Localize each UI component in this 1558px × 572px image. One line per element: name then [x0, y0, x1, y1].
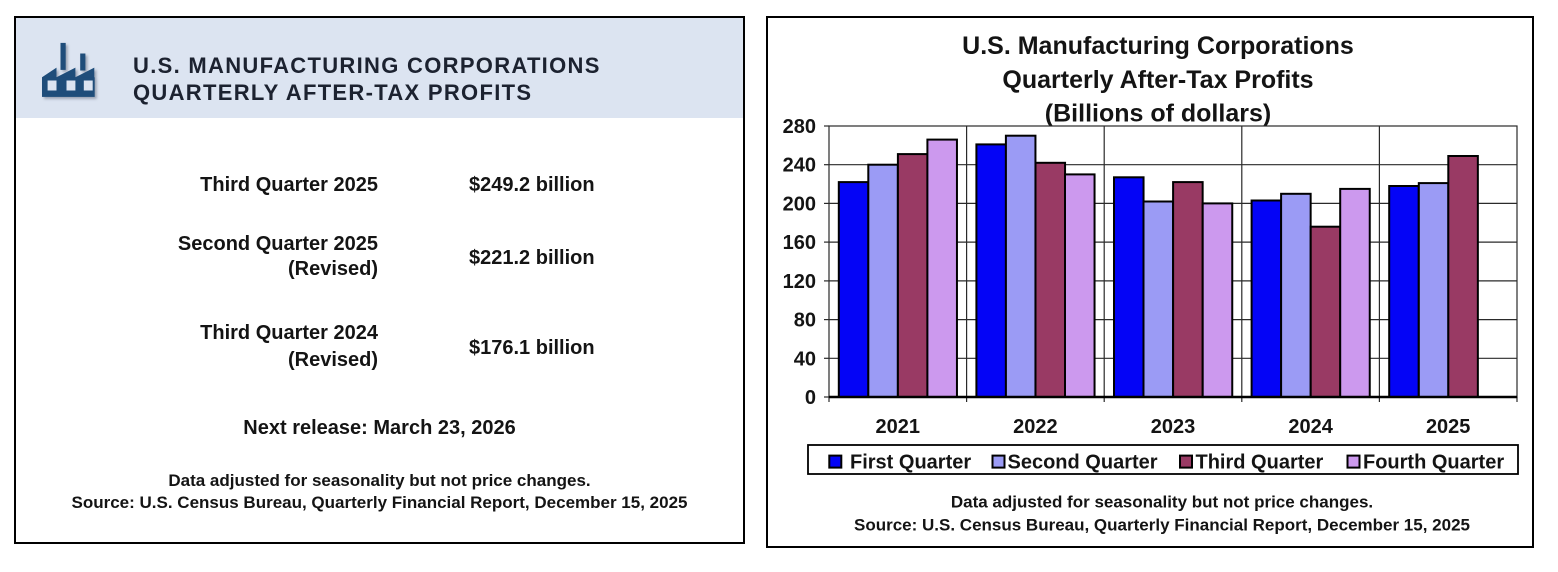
svg-text:80: 80	[794, 310, 816, 332]
svg-text:Source: U.S. Census Bureau, Qu: Source: U.S. Census Bureau, Quarterly Fi…	[854, 516, 1470, 535]
svg-text:2021: 2021	[876, 416, 921, 438]
svg-text:2024: 2024	[1288, 416, 1333, 438]
svg-text:40: 40	[794, 348, 816, 370]
svg-text:160: 160	[783, 232, 816, 254]
svg-text:2025: 2025	[1426, 416, 1471, 438]
svg-text:240: 240	[783, 155, 816, 177]
svg-text:0: 0	[805, 387, 816, 409]
svg-text:First Quarter: First Quarter	[850, 452, 971, 474]
svg-text:Quarterly After-Tax Profits: Quarterly After-Tax Profits	[1002, 66, 1313, 94]
svg-text:Fourth Quarter: Fourth Quarter	[1363, 452, 1504, 474]
svg-text:Data adjusted for seasonality: Data adjusted for seasonality but not pr…	[951, 493, 1373, 512]
svg-text:280: 280	[783, 116, 816, 138]
svg-text:2023: 2023	[1151, 416, 1196, 438]
svg-text:120: 120	[783, 271, 816, 293]
svg-text:U.S. Manufacturing Corporation: U.S. Manufacturing Corporations	[962, 32, 1354, 60]
svg-text:2022: 2022	[1013, 416, 1058, 438]
svg-text:(Billions of dollars): (Billions of dollars)	[1045, 100, 1271, 128]
svg-text:Third Quarter: Third Quarter	[1196, 452, 1324, 474]
svg-text:200: 200	[783, 193, 816, 215]
svg-text:Second Quarter: Second Quarter	[1008, 452, 1158, 474]
